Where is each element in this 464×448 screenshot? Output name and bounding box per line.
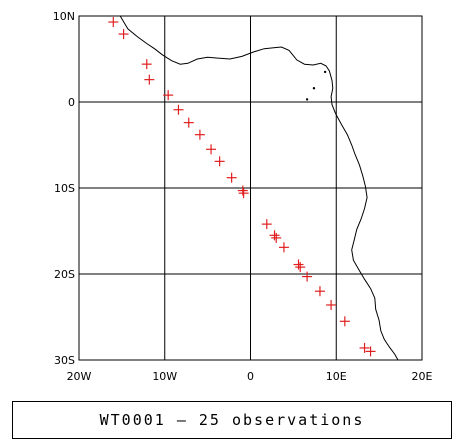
x-tick-label: 0 — [247, 370, 254, 383]
observation-marker — [214, 156, 225, 167]
y-tick-label: 0 — [68, 96, 75, 109]
island — [312, 87, 316, 90]
observation-marker — [108, 17, 119, 28]
observation-marker — [226, 172, 237, 183]
observation-marker — [326, 299, 337, 310]
observation-marker — [238, 188, 249, 199]
y-axis-ticks: 10N 0 10S 20S 30S — [53, 10, 75, 367]
observation-marker — [237, 185, 248, 196]
observation-marker — [141, 59, 152, 70]
island — [305, 98, 309, 101]
y-tick-label: 10S — [54, 182, 75, 195]
observation-marker — [194, 129, 205, 140]
observation-marker — [278, 242, 289, 253]
island — [323, 70, 327, 74]
observation-marker — [339, 316, 350, 327]
observation-marker — [293, 259, 304, 270]
observation-marker — [183, 117, 194, 128]
x-tick-label: 10E — [326, 370, 347, 383]
x-tick-label: 20E — [412, 370, 433, 383]
observation-marker — [365, 346, 376, 357]
observation-marker — [302, 271, 313, 282]
observation-marker — [359, 342, 370, 353]
caption-box: WT0001 — 25 observations — [12, 401, 452, 439]
observation-marker — [295, 262, 306, 273]
x-tick-label: 20W — [67, 370, 92, 383]
observation-marker — [163, 90, 174, 101]
observation-marker — [173, 104, 184, 115]
coastline — [119, 15, 399, 361]
caption-text: WT0001 — 25 observations — [99, 411, 365, 429]
observation-marker — [144, 74, 155, 85]
coastline-path — [119, 15, 399, 361]
x-tick-label: 10W — [152, 370, 177, 383]
y-tick-label: 30S — [54, 354, 75, 367]
observation-marker — [269, 230, 280, 241]
x-axis-ticks: 20W 10W 0 10E 20E — [67, 370, 433, 383]
observation-markers — [108, 17, 376, 357]
y-tick-label: 10N — [53, 10, 75, 23]
observation-marker — [206, 144, 217, 155]
map-frame — [78, 15, 423, 361]
observation-marker — [271, 232, 282, 243]
gridlines — [78, 15, 423, 361]
observation-marker — [314, 286, 325, 297]
y-tick-label: 20S — [54, 268, 75, 281]
observation-marker — [118, 29, 129, 40]
observation-marker — [261, 219, 272, 230]
